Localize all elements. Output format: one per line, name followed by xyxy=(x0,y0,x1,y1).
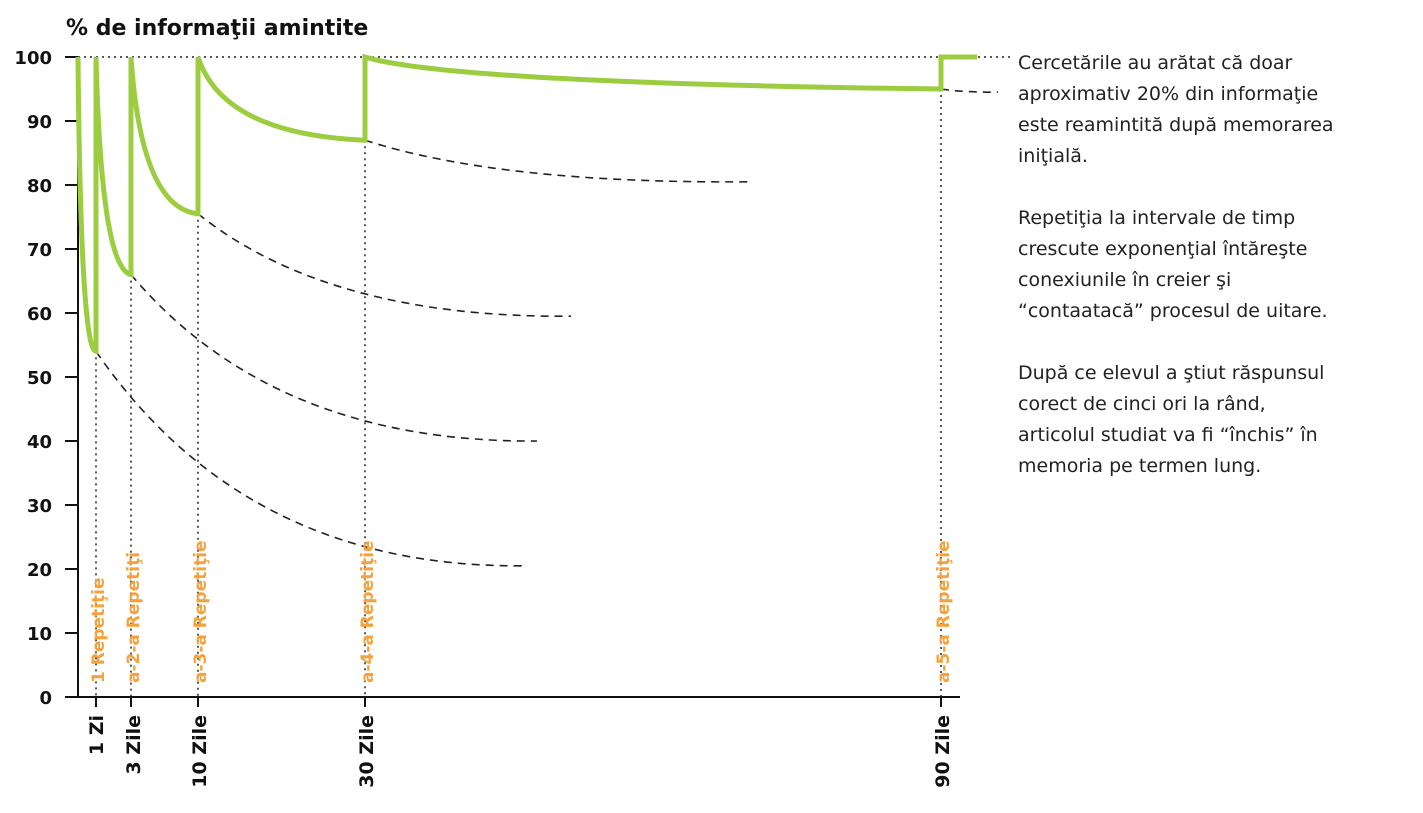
no-repetition-curve xyxy=(95,350,523,567)
chart-title: % de informaţii amintite xyxy=(66,16,369,41)
repetition-label: a-5-a Repetiţie xyxy=(934,540,954,683)
repetition-label: 1 Repetiţie xyxy=(89,577,109,683)
no-repetition-curve xyxy=(940,88,999,93)
x-tick-label: 90 Zile xyxy=(932,715,954,788)
note-paragraph: Cercetările au arătat că doar aproximati… xyxy=(1018,52,1334,167)
no-repetition-curve xyxy=(364,139,751,183)
y-tick-label: 60 xyxy=(27,304,52,325)
repetition-label: a-2-a Repetiţi xyxy=(124,552,144,683)
no-repetition-curve xyxy=(130,274,538,442)
x-tick-label: 3 Zile xyxy=(123,715,145,775)
note-paragraph: După ce elevul a ştiut răspunsul corect … xyxy=(1018,362,1325,477)
retention-curve xyxy=(75,53,977,354)
y-tick-label: 10 xyxy=(27,624,52,645)
y-tick-label: 20 xyxy=(27,560,52,581)
y-tick-label: 80 xyxy=(27,176,52,197)
y-tick-label: 70 xyxy=(27,240,52,261)
y-tick-label: 30 xyxy=(27,496,52,517)
y-tick-label: 40 xyxy=(27,432,52,453)
y-tick-label: 0 xyxy=(39,688,52,709)
notes-panel: Cercetările au arătat că doar aproximati… xyxy=(1018,48,1423,513)
repetition-label: a-3-a Repetiţie xyxy=(191,540,211,683)
no-repetition-curve xyxy=(197,213,572,318)
y-tick-label: 90 xyxy=(27,112,52,133)
x-tick-label: 30 Zile xyxy=(356,715,378,788)
repetition-label: a-4-a Repetiţie xyxy=(358,540,378,683)
x-tick-label: 10 Zile xyxy=(189,715,211,788)
note-paragraph: Repetiţia la intervale de timp crescute … xyxy=(1018,207,1328,322)
x-tick-label: 1 Zi xyxy=(86,715,108,755)
y-tick-label: 100 xyxy=(14,48,52,69)
y-tick-label: 50 xyxy=(27,368,52,389)
